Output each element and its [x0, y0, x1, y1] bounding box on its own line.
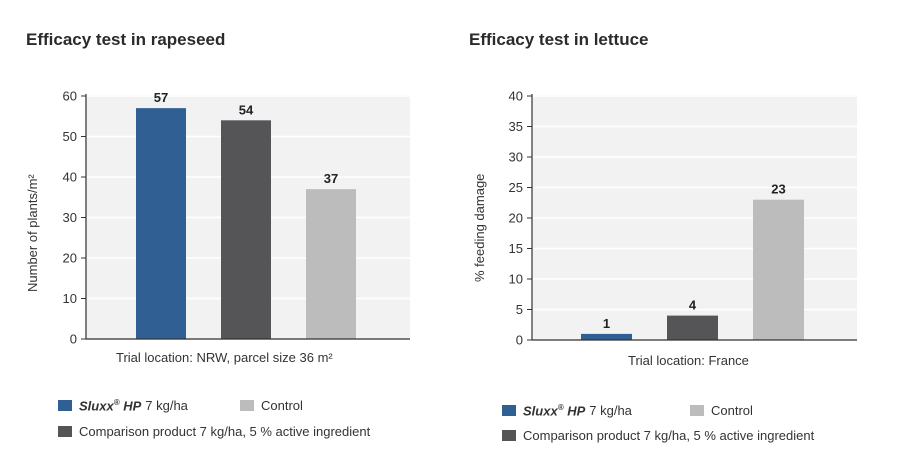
data-label: 57	[154, 90, 168, 105]
legend-comparison-label: Comparison product 7 kg/ha, 5 % active i…	[79, 424, 371, 439]
chart-title: Efficacy test in lettuce	[469, 30, 649, 49]
y-tick-label: 50	[63, 129, 77, 144]
data-label: 4	[689, 298, 697, 313]
data-label: 23	[771, 182, 785, 197]
legend-swatch-comparison	[502, 430, 516, 441]
legend-item-sluxx: Sluxx® HP 7 kg/ha	[58, 398, 188, 413]
bar-2	[667, 315, 718, 340]
legend-item-control: Control	[240, 398, 303, 413]
y-tick-label: 0	[516, 333, 523, 348]
legend-swatch-comparison	[58, 426, 72, 437]
legend-item-control: Control	[690, 403, 753, 418]
y-tick-label: 60	[63, 89, 77, 104]
legend-item-comparison: Comparison product 7 kg/ha, 5 % active i…	[58, 424, 370, 439]
bar-1	[136, 108, 186, 340]
legend-swatch-control	[690, 405, 704, 416]
bar-2	[221, 120, 271, 339]
y-tick-label: 35	[509, 119, 523, 134]
bar-1	[581, 333, 632, 340]
y-tick-label: 20	[509, 211, 523, 226]
y-axis-label: Number of plants/m²	[25, 174, 40, 292]
lettuce-chart-panel: Efficacy test in lettuce 0 5 10 15 20 25 30 35 4…	[450, 0, 902, 475]
legend-swatch-control	[240, 400, 254, 411]
y-tick-label: 5	[516, 302, 523, 317]
legend-rate: 7 kg/ha	[145, 398, 188, 414]
chart-title: Efficacy test in rapeseed	[26, 30, 226, 49]
data-label: 54	[239, 102, 254, 117]
y-axis-label: % feeding damage	[472, 173, 487, 282]
y-tick-label: 40	[509, 89, 523, 104]
rapeseed-chart-svg: 0 10 20 30 40 50 60 57 54 37	[63, 89, 410, 347]
data-label: 37	[324, 171, 338, 186]
y-tick-label: 10	[63, 291, 77, 306]
legend-control-label: Control	[711, 403, 753, 418]
legend-control-label: Control	[261, 398, 303, 413]
rapeseed-chart-panel: Efficacy test in rapeseed 0 10 20 30 40 50 60 5…	[0, 0, 450, 475]
legend-brand: Sluxx® HP	[79, 398, 142, 414]
y-tick-label: 30	[509, 150, 523, 165]
legend-rate: 7 kg/ha	[589, 403, 632, 419]
x-axis-label: Trial location: France	[628, 353, 749, 368]
legend-item-comparison: Comparison product 7 kg/ha, 5 % active i…	[502, 428, 814, 443]
lettuce-chart-svg: 0 5 10 15 20 25 30 35 40 1 4 23	[509, 89, 857, 348]
y-tick-label: 30	[63, 210, 77, 225]
legend-swatch-sluxx	[58, 400, 72, 412]
y-tick-label: 0	[70, 332, 77, 347]
x-axis-label: Trial location: NRW, parcel size 36 m²	[116, 350, 333, 365]
bar-3	[753, 199, 804, 340]
y-tick-label: 25	[509, 180, 523, 195]
legend-swatch-sluxx	[502, 405, 516, 417]
y-tick-label: 20	[63, 251, 77, 266]
y-tick-label: 40	[63, 170, 77, 185]
y-tick-label: 10	[509, 272, 523, 287]
bar-3	[306, 189, 356, 339]
legend-brand: Sluxx® HP	[523, 403, 586, 419]
legend-comparison-label: Comparison product 7 kg/ha, 5 % active i…	[523, 428, 815, 443]
data-label: 1	[603, 316, 610, 331]
y-tick-label: 15	[509, 241, 523, 256]
legend-item-sluxx: Sluxx® HP 7 kg/ha	[502, 403, 632, 418]
